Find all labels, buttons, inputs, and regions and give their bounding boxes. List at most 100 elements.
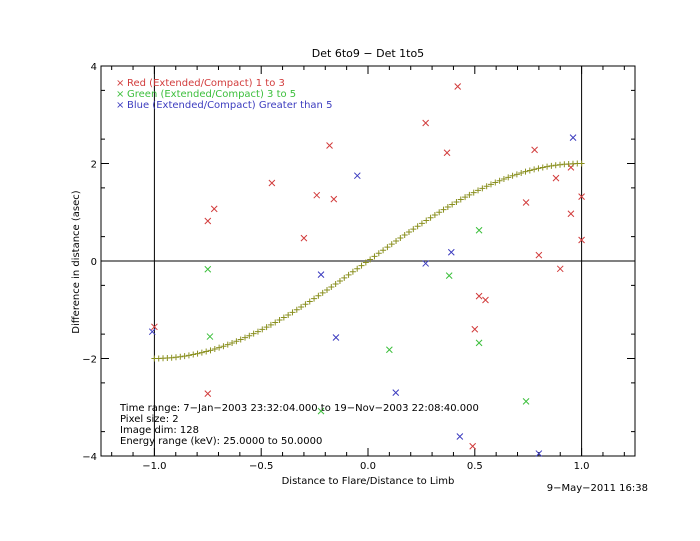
data-point-x-marker (522, 398, 530, 405)
data-point-x-marker (475, 339, 483, 347)
data-point-x-marker (531, 146, 538, 154)
series-3 (151, 160, 585, 362)
data-point-x-marker (443, 149, 451, 157)
curve-plus-marker (341, 274, 348, 281)
curve-plus-marker (336, 277, 343, 284)
curve-plus-marker (436, 209, 443, 216)
annotation-image-dim: Image dim: 128 (120, 425, 199, 436)
curve-plus-marker (431, 211, 438, 218)
curve-plus-marker (280, 314, 287, 321)
data-point-x-marker (569, 134, 577, 142)
data-point-x-marker (456, 433, 464, 440)
data-point-x-marker (556, 265, 564, 273)
data-point-x-marker (151, 323, 158, 331)
series-2 (148, 134, 577, 457)
data-point-x-marker (471, 325, 479, 333)
y-axis-label: Difference in distance (asec) (71, 190, 82, 333)
curve-plus-marker (470, 189, 477, 196)
curve-plus-marker (410, 226, 417, 233)
reference-lines (101, 66, 635, 456)
data-point-x-marker (332, 334, 340, 341)
legend-marker-green: × (116, 89, 124, 100)
curve-plus-marker (505, 174, 512, 181)
curve-plus-marker (552, 162, 559, 169)
annotation-pixel-size: Pixel size: 2 (120, 414, 179, 425)
x-axis-label: Distance to Flare/Distance to Limb (282, 476, 455, 487)
curve-plus-marker (457, 196, 464, 203)
curve-plus-marker (522, 168, 529, 175)
chart-title: Det 6to9 − Det 1to5 (312, 47, 424, 60)
curve-plus-marker (229, 340, 236, 347)
curve-plus-marker (462, 194, 469, 201)
curve-plus-marker (362, 259, 369, 266)
curve-plus-marker (233, 338, 240, 345)
curve-plus-marker (393, 238, 400, 245)
curve-plus-marker (548, 162, 555, 169)
data-point-x-marker (204, 217, 212, 225)
curve-plus-marker (397, 235, 404, 242)
curve-plus-marker (453, 198, 460, 205)
timestamp: 9−May−2011 16:38 (547, 483, 648, 494)
data-point-x-marker (475, 226, 483, 234)
curve-plus-marker (237, 336, 244, 343)
annotation-energy-range: Energy range (keV): 25.0000 to 50.0000 (120, 436, 322, 447)
curve-plus-marker (328, 283, 335, 290)
curve-plus-marker (289, 309, 296, 316)
data-point-x-marker (469, 442, 477, 450)
data-point-x-marker (210, 205, 218, 213)
curve-plus-marker (535, 165, 542, 172)
data-point-x-marker (445, 272, 453, 279)
curve-plus-marker (345, 271, 352, 278)
curve-plus-marker (198, 349, 205, 356)
y-tick-label: 4 (91, 62, 97, 73)
series-1 (204, 226, 530, 415)
curve-plus-marker (440, 206, 447, 213)
curve-plus-marker (259, 326, 266, 333)
legend-label-green: Green (Extended/Compact) 3 to 5 (127, 89, 296, 100)
curve-plus-marker (190, 351, 197, 358)
curve-plus-marker (349, 268, 356, 275)
curve-plus-marker (298, 304, 305, 311)
curve-plus-marker (315, 292, 322, 299)
curve-plus-marker (354, 265, 361, 272)
annotation-time-range: Time range: 7−Jan−2003 23:32:04.000 to 1… (119, 403, 479, 414)
curve-plus-marker (185, 352, 192, 359)
data-point-x-marker (326, 142, 333, 149)
data-point-x-marker (475, 292, 483, 300)
curve-plus-marker (220, 343, 227, 350)
data-point-x-marker (313, 191, 321, 199)
curve-plus-marker (509, 172, 516, 179)
data-point-x-marker (206, 333, 214, 340)
y-tick-label: −2 (82, 355, 97, 366)
curve-plus-marker (423, 217, 430, 224)
data-point-x-marker (353, 172, 361, 180)
curve-plus-marker (216, 344, 223, 351)
curve-plus-marker (203, 348, 210, 355)
curve-plus-marker (332, 280, 339, 287)
x-tick-label: −1.0 (142, 461, 166, 472)
curve-plus-marker (371, 253, 378, 260)
data-point-x-marker (148, 328, 156, 336)
curve-plus-marker (272, 319, 279, 326)
data-point-x-marker (578, 236, 585, 244)
curve-plus-marker (211, 346, 218, 353)
curve-plus-marker (444, 203, 451, 210)
x-tick-label: 0.5 (467, 461, 483, 472)
curve-plus-marker (302, 301, 309, 308)
data-point-x-marker (317, 271, 325, 279)
legend-label-blue: Blue (Extended/Compact) Greater than 5 (127, 100, 332, 111)
data-point-x-marker (204, 390, 212, 397)
curve-plus-marker (427, 214, 434, 221)
curve-plus-marker (500, 175, 507, 182)
curve-plus-marker (242, 334, 249, 341)
y-tick-label: 2 (91, 160, 97, 171)
legend: × Red (Extended/Compact) 1 to 3 × Green … (116, 78, 332, 111)
data-point-x-marker (578, 193, 585, 201)
curve-plus-marker (518, 169, 525, 176)
curve-plus-marker (263, 324, 270, 331)
curve-plus-marker (418, 220, 425, 227)
data-point-x-marker (268, 179, 276, 187)
legend-marker-red: × (116, 78, 124, 89)
curve-plus-marker (544, 163, 551, 170)
data-point-x-marker (482, 296, 489, 304)
